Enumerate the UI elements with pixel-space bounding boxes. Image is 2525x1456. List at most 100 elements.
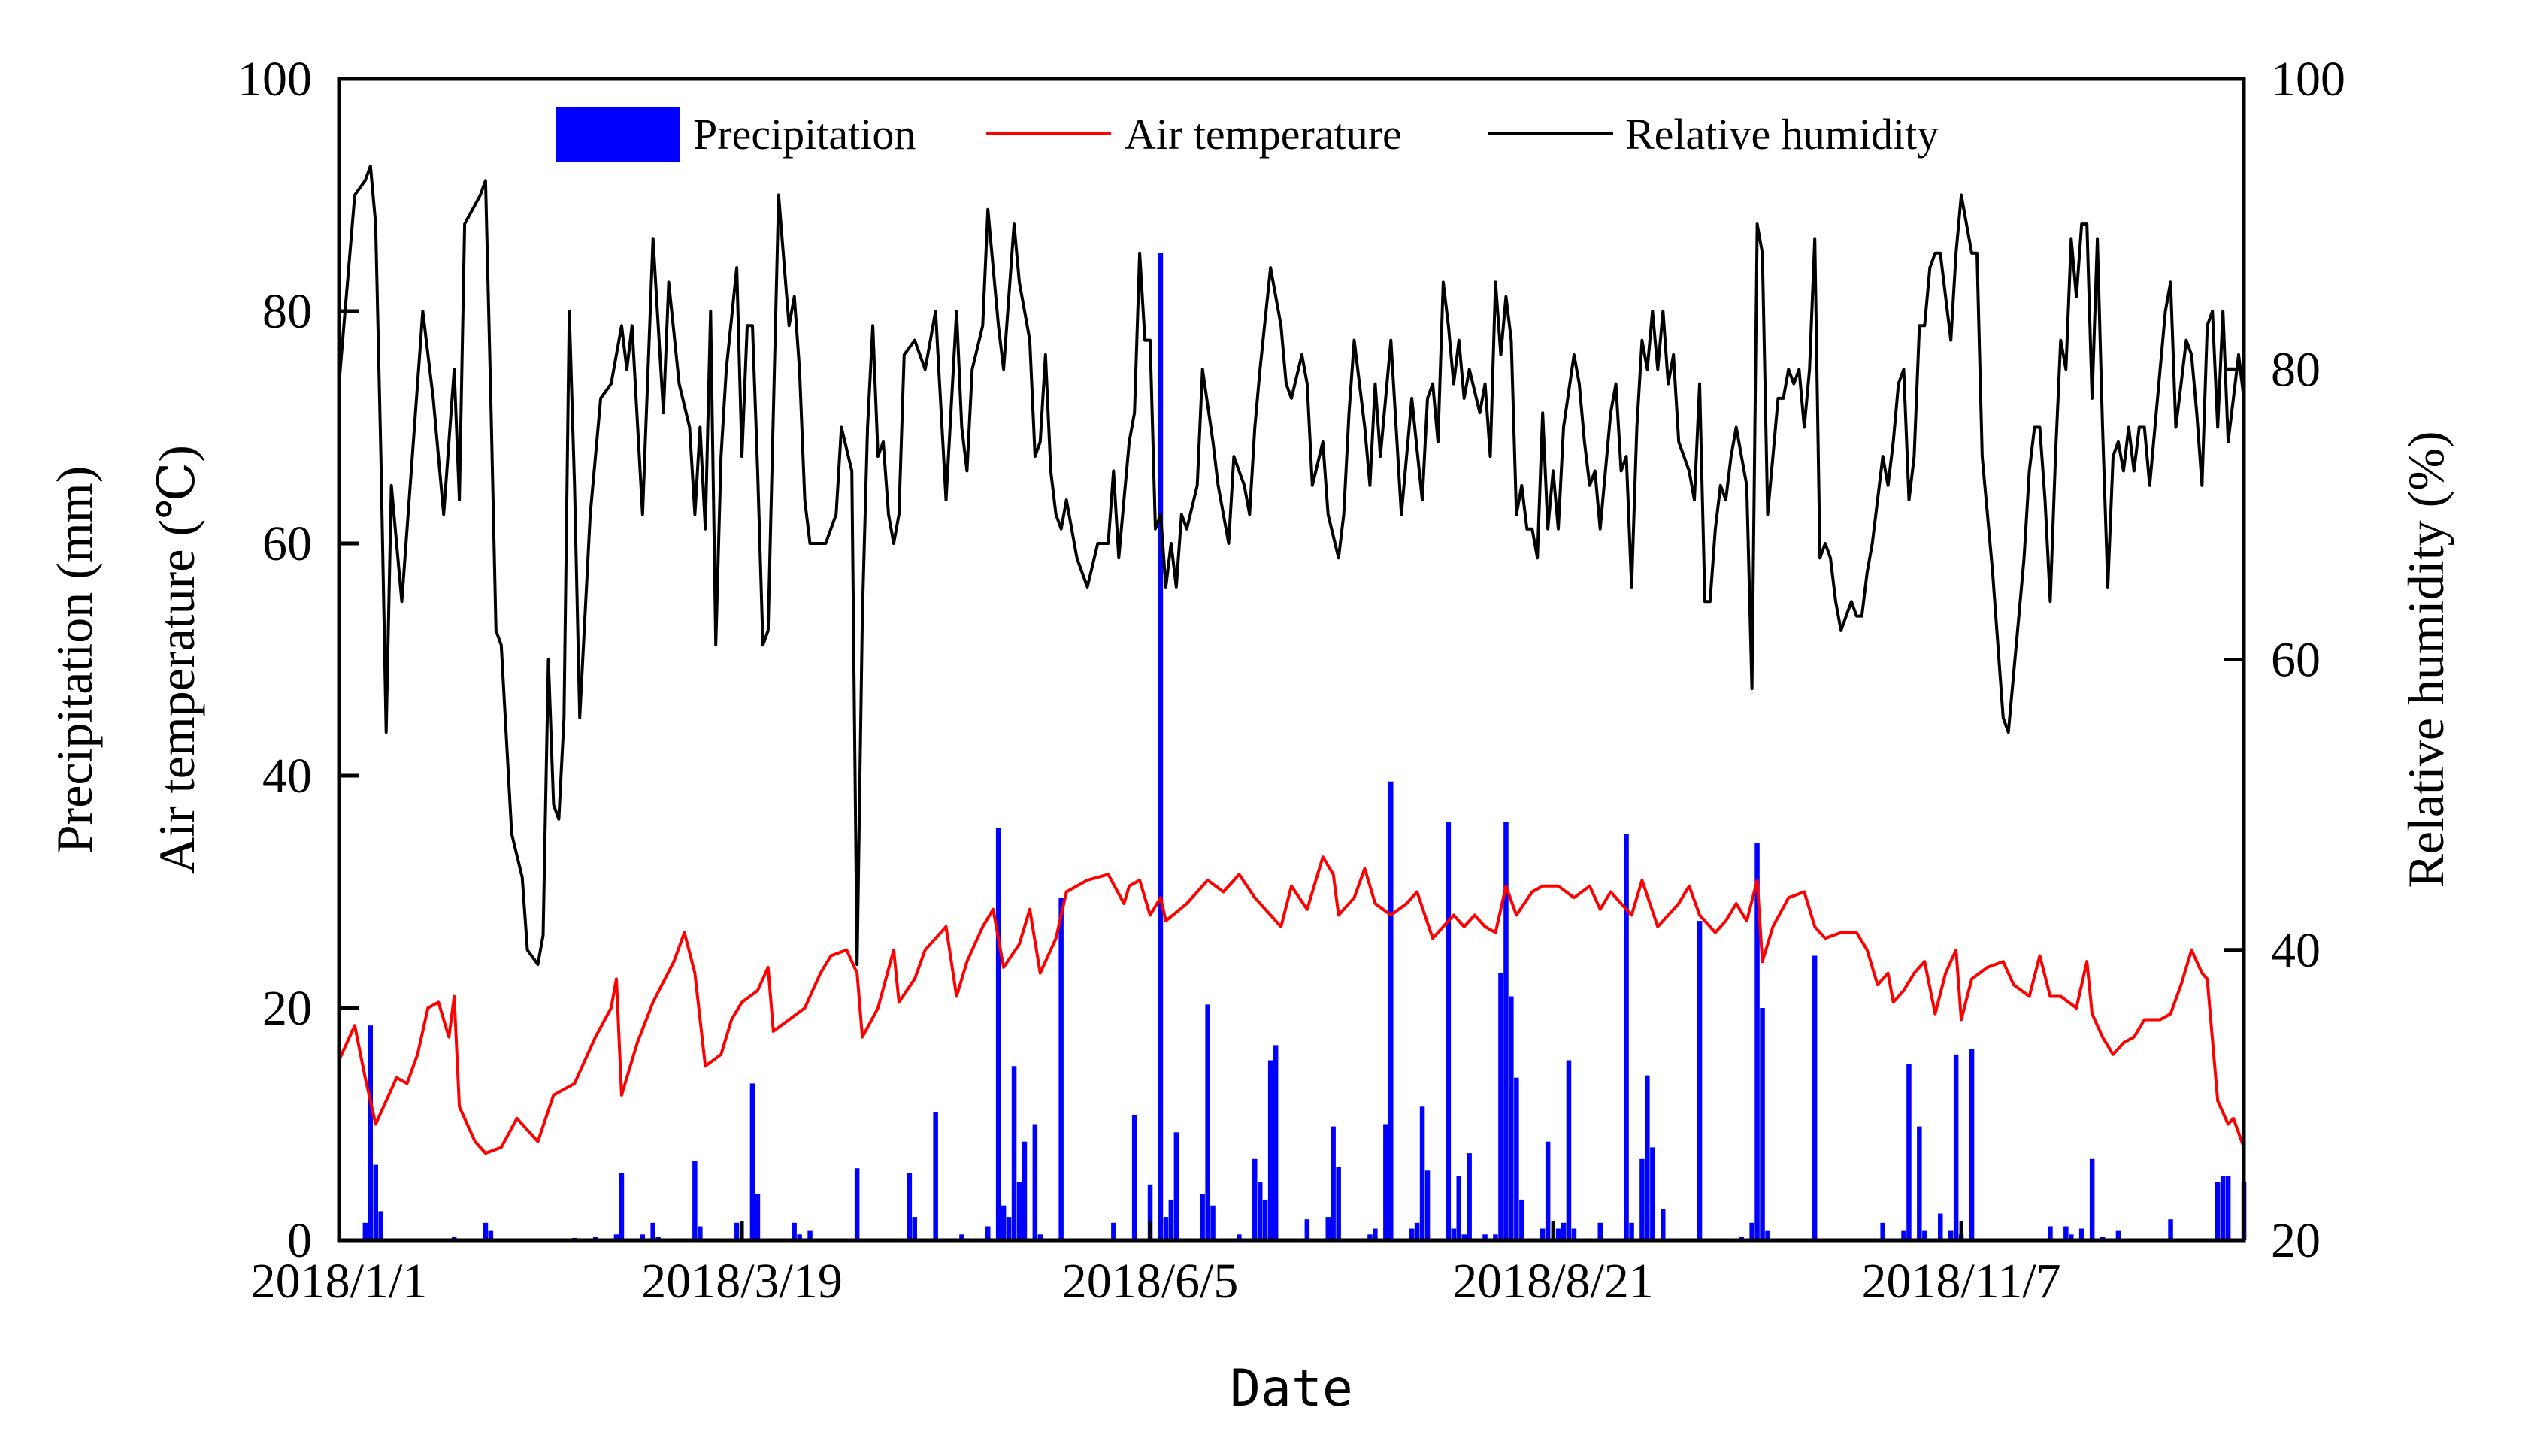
- y-right-tick-label: 60: [2271, 633, 2321, 688]
- y-axis-left-label-precipitation: Precipitation (mm): [46, 466, 103, 854]
- precipitation-bar: [1205, 1004, 1210, 1240]
- precipitation-bar: [1409, 1228, 1415, 1240]
- precipitation-bar: [1938, 1213, 1943, 1240]
- precipitation-bar: [1173, 1132, 1179, 1240]
- precipitation-bar: [1812, 955, 1818, 1240]
- legend-label-precipitation: Precipitation: [693, 110, 916, 159]
- precipitation-bar: [1210, 1205, 1216, 1240]
- precipitation-bar: [1032, 1124, 1038, 1240]
- precipitation-bar: [797, 1234, 802, 1240]
- precipitation-bar: [1571, 1228, 1577, 1240]
- precipitation-bar: [640, 1234, 645, 1240]
- precipitation-bar: [2115, 1230, 2121, 1240]
- precipitation-bar: [698, 1226, 703, 1240]
- precipitation-bar: [1639, 1158, 1645, 1240]
- precipitation-bar: [1493, 1234, 1498, 1240]
- precipitation-bar: [1273, 1045, 1279, 1240]
- precipitation-bar: [1917, 1126, 1922, 1240]
- precipitation-bar: [1555, 1228, 1561, 1240]
- precipitation-bar: [1131, 1115, 1137, 1240]
- precipitation-bar: [1424, 1170, 1431, 1240]
- precipitation-bar: [1749, 1222, 1754, 1240]
- precipitation-bar: [1969, 1049, 1975, 1240]
- precipitation-bar: [1629, 1222, 1634, 1240]
- precipitation-bar: [378, 1211, 383, 1240]
- precipitation-bar: [1446, 822, 1452, 1240]
- precipitation-bar: [362, 1222, 368, 1240]
- precipitation-bar: [1650, 1147, 1655, 1240]
- precipitation-bar: [792, 1222, 797, 1240]
- precipitation-bar: [1267, 1060, 1273, 1240]
- legend-label-temperature: Air temperature: [1125, 110, 1402, 159]
- precipitation-bar: [1258, 1182, 1263, 1241]
- precipitation-bar: [1001, 1205, 1007, 1240]
- y-left-tick-label: 80: [262, 284, 312, 339]
- x-tick-label: 2018/6/5: [1062, 1254, 1239, 1309]
- x-tick-label: 2018/8/21: [1452, 1254, 1654, 1309]
- y-left-tick-label: 100: [238, 52, 312, 107]
- precipitation-bar: [1697, 921, 1703, 1240]
- x-tick-label: 2018/1/1: [251, 1254, 428, 1309]
- precipitation-bar: [1163, 1217, 1169, 1240]
- precipitation-bar: [2168, 1219, 2173, 1240]
- precipitation-bar: [1509, 996, 1514, 1240]
- precipitation-bar: [1022, 1141, 1028, 1240]
- precipitation-bar: [488, 1230, 494, 1240]
- precipitation-bar: [1545, 1141, 1551, 1240]
- humidity-line: [338, 164, 2245, 967]
- precipitation-bar: [692, 1161, 698, 1240]
- precipitation-bar: [1252, 1158, 1258, 1240]
- precipitation-bars: [362, 253, 2247, 1241]
- precipitation-bar: [1331, 1126, 1336, 1240]
- precipitation-bar: [1754, 843, 1760, 1240]
- precipitation-bar: [2215, 1182, 2221, 1241]
- precipitation-bar: [2048, 1226, 2053, 1240]
- precipitation-bar: [1906, 1064, 1912, 1240]
- humidity-series: [338, 164, 2245, 967]
- precipitation-bar: [1237, 1234, 1242, 1240]
- temperature-line: [338, 855, 2245, 1155]
- precipitation-bar: [1006, 1217, 1012, 1240]
- precipitation-bar: [1922, 1230, 1927, 1240]
- y-left-tick-label: 60: [262, 516, 312, 571]
- precipitation-bar: [1262, 1199, 1268, 1240]
- y-left-tick-label: 40: [262, 749, 312, 804]
- precipitation-bar: [1037, 1234, 1043, 1240]
- precipitation-bar: [1016, 1182, 1022, 1241]
- precipitation-bar: [1168, 1199, 1174, 1240]
- precipitation-bar: [1158, 253, 1164, 1241]
- precipitation-bar: [1597, 1222, 1603, 1240]
- precipitation-bar: [734, 1222, 740, 1240]
- precipitation-bar: [907, 1173, 913, 1240]
- precipitation-bar: [1624, 834, 1629, 1241]
- precipitation-bar: [912, 1217, 917, 1240]
- precipitation-bar: [1467, 1153, 1472, 1240]
- precipitation-bar: [1373, 1228, 1378, 1240]
- precipitation-bar: [619, 1173, 625, 1240]
- precipitation-bar: [2069, 1234, 2074, 1240]
- precipitation-bar: [1645, 1075, 1650, 1240]
- precipitation-bar: [1561, 1222, 1567, 1240]
- precipitation-bar: [1519, 1199, 1524, 1240]
- precipitation-bar: [483, 1222, 489, 1240]
- precipitation-bar: [1482, 1234, 1488, 1240]
- precipitation-bar: [373, 1164, 378, 1240]
- precipitation-bar: [1325, 1217, 1331, 1240]
- precipitation-bar: [807, 1230, 813, 1240]
- precipitation-bar: [1456, 1176, 1461, 1240]
- precipitation-bar: [1760, 1008, 1765, 1240]
- precipitation-bar: [1503, 822, 1509, 1240]
- precipitation-bar: [1498, 973, 1503, 1240]
- precipitation-bar: [959, 1234, 964, 1240]
- precipitation-bar: [1367, 1234, 1373, 1240]
- y-right-tick-label: 20: [2271, 1213, 2321, 1268]
- precipitation-bar: [1383, 1124, 1388, 1240]
- precipitation-bar: [1147, 1184, 1153, 1240]
- y-right-tick-label: 40: [2271, 923, 2321, 978]
- precipitation-bar: [2078, 1228, 2084, 1240]
- precipitation-bar: [2063, 1226, 2069, 1240]
- precipitation-bar: [1111, 1222, 1116, 1240]
- precipitation-bar: [854, 1168, 860, 1240]
- precipitation-bar: [1451, 1228, 1457, 1240]
